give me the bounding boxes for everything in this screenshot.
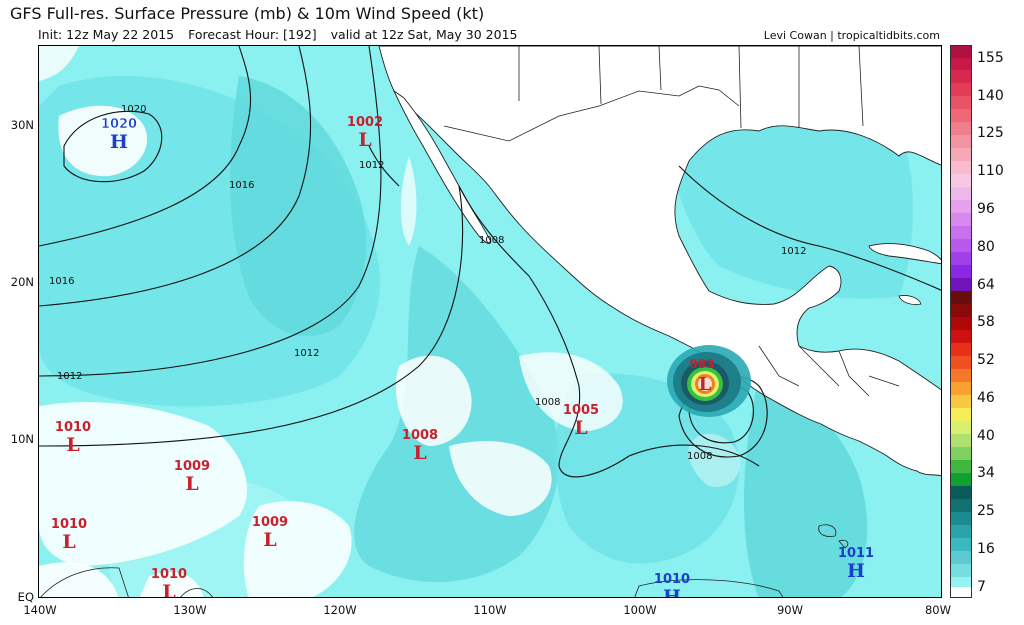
pressure-value: 1010 [55, 420, 91, 435]
pressure-systems: 1020 H 1002 L 1010 L 1009 L 1010 L 1010 … [51, 115, 874, 598]
isobar-label: 1012 [359, 160, 384, 171]
lon-label-90w: 90W [776, 603, 804, 617]
colorbar-label: 64 [977, 277, 995, 293]
pressure-type: L [162, 581, 175, 598]
pressure-type: L [413, 442, 426, 464]
lat-label-30n: 30N [10, 118, 34, 132]
colorbar-label: 16 [977, 541, 995, 557]
isobar-label: 1016 [49, 276, 74, 287]
colorbar-label: 46 [977, 390, 995, 406]
colorbar-label: 96 [977, 201, 995, 217]
pressure-type: L [185, 473, 198, 495]
credit: Levi Cowan | tropicaltidbits.com [763, 29, 940, 42]
isobar-label: 1016 [229, 180, 254, 191]
low-pressure-center: 1010 L [51, 517, 87, 553]
high-pressure-center: 1020 H [101, 117, 138, 153]
borders [443, 46, 900, 397]
low-pressure-center: 1010 L [55, 420, 91, 456]
colorbar-label: 125 [977, 125, 1004, 141]
pressure-value: 1009 [174, 459, 210, 474]
colorbar-label: 140 [977, 88, 1004, 104]
pressure-value: 983 [689, 357, 714, 371]
colorbar-label: 52 [977, 352, 995, 368]
pressure-value: 1010 [51, 517, 87, 532]
pressure-value: 1009 [252, 515, 288, 530]
pressure-type: H [110, 131, 128, 153]
valid-time: valid at 12z Sat, May 30 2015 [330, 27, 518, 42]
pressure-type: H [847, 560, 865, 582]
header: GFS Full-res. Surface Pressure (mb) & 10… [0, 0, 1024, 44]
pressure-value: 1020 [101, 117, 137, 132]
isobars [39, 46, 941, 478]
colorbar-label: 25 [977, 503, 995, 519]
high-pressure-center: 1010 H [654, 572, 690, 598]
lon-label-80w: 80W [924, 603, 952, 617]
pressure-type: L [263, 529, 276, 551]
colorbar-label: 58 [977, 314, 995, 330]
pressure-value: 1010 [151, 567, 187, 582]
weather-map: 1020 1016 1016 1012 1012 1012 1012 1008 … [39, 46, 941, 598]
lat-label-20n: 20N [10, 275, 34, 289]
lon-label-110w: 110W [473, 603, 507, 617]
low-pressure-center: 1002 L [347, 115, 383, 151]
low-pressure-center: 1009 L [252, 515, 288, 551]
pressure-type: H [663, 586, 681, 598]
lon-label-140w: 140W [23, 603, 57, 617]
isobar-label: 1012 [294, 348, 319, 359]
forecast-hour: Forecast Hour: [192] [188, 27, 317, 42]
pressure-type: L [699, 374, 712, 395]
pressure-type: L [62, 531, 75, 553]
pressure-value: 1002 [347, 115, 383, 130]
colorbar-swatches [951, 46, 971, 597]
wind-speed-colorbar [950, 45, 972, 598]
isobar-label: 1020 [121, 104, 146, 115]
isobar-label: 1008 [687, 451, 712, 462]
low-pressure-center: 1005 L [563, 403, 599, 439]
colorbar-label: 7 [977, 579, 986, 595]
map-title: GFS Full-res. Surface Pressure (mb) & 10… [10, 4, 485, 23]
isobar-label: 1012 [781, 246, 806, 257]
pressure-type: L [66, 434, 79, 456]
colorbar-label: 155 [977, 50, 1004, 66]
forecast-info: Init: 12z May 22 2015 Forecast Hour: [19… [38, 27, 528, 42]
pressure-type: L [358, 129, 371, 151]
pressure-type: L [574, 417, 587, 439]
init-time: Init: 12z May 22 2015 [38, 27, 175, 42]
isobar-label: 1012 [57, 371, 82, 382]
isobar-label: 1008 [479, 235, 504, 246]
low-pressure-center: 1010 L [151, 567, 187, 598]
colorbar-label: 40 [977, 428, 995, 444]
isobar-label: 1008 [535, 397, 560, 408]
low-pressure-center: 1008 L [402, 428, 438, 464]
high-pressure-center: 1011 H [838, 546, 874, 582]
pressure-value: 1005 [563, 403, 599, 418]
lon-label-100w: 100W [623, 603, 657, 617]
pressure-value: 1008 [402, 428, 438, 443]
storm-core [667, 345, 751, 417]
colorbar-label: 80 [977, 239, 995, 255]
pressure-value: 1011 [838, 546, 874, 561]
lon-label-120w: 120W [323, 603, 357, 617]
wind-shading [39, 46, 913, 597]
map-panel[interactable]: 1020 1016 1016 1012 1012 1012 1012 1008 … [38, 45, 942, 598]
land-masses [40, 46, 941, 597]
lon-label-130w: 130W [173, 603, 207, 617]
hurricane-low-center: 983 L [689, 357, 714, 395]
low-pressure-center: 1009 L [174, 459, 210, 495]
lat-label-10n: 10N [10, 432, 34, 446]
isobar-labels: 1020 1016 1016 1012 1012 1012 1012 1008 … [49, 104, 806, 462]
lat-label-eq: EQ [17, 590, 34, 604]
pressure-value: 1010 [654, 572, 690, 587]
colorbar-label: 34 [977, 465, 995, 481]
colorbar-label: 110 [977, 163, 1004, 179]
